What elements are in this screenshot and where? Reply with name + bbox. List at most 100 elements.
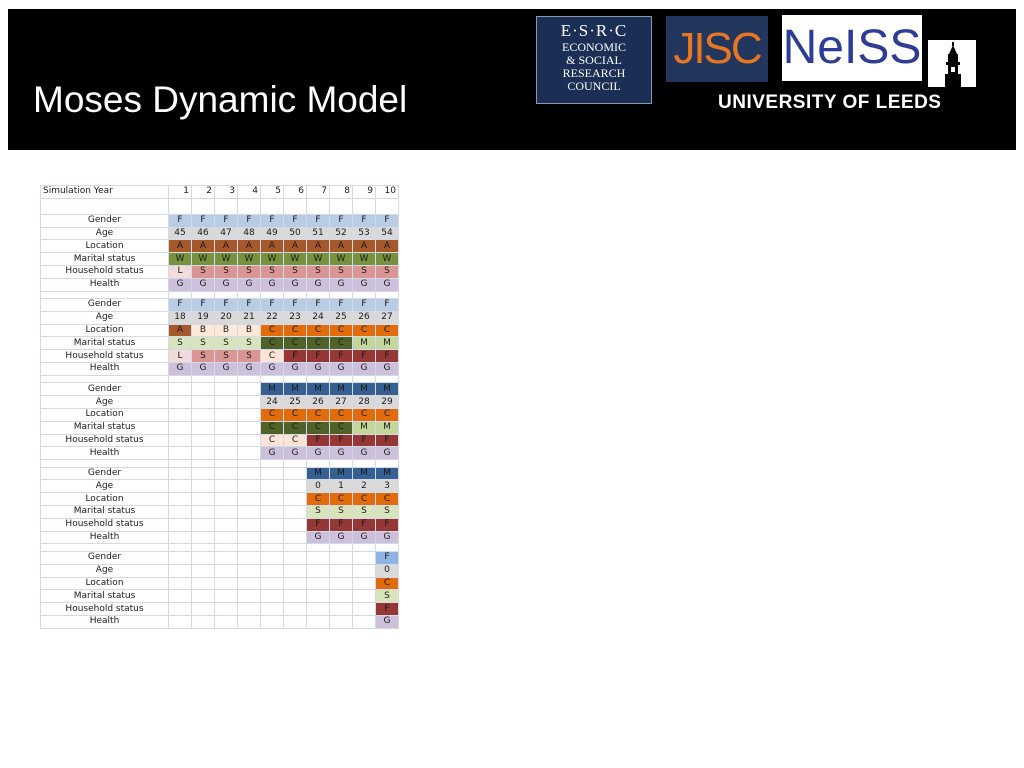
value-cell xyxy=(214,530,238,545)
value-cell: C xyxy=(260,407,284,422)
value-cell: A xyxy=(283,239,307,254)
value-cell xyxy=(168,446,192,461)
spacer-cell xyxy=(191,197,215,215)
value-cell: G xyxy=(329,530,353,545)
slide-title: Moses Dynamic Model xyxy=(33,79,408,120)
value-cell: G xyxy=(191,277,215,292)
value-cell: F xyxy=(375,550,399,565)
neiss-logo: NeISS xyxy=(782,15,922,81)
marital-status-label: Marital status xyxy=(40,336,169,351)
value-cell: C xyxy=(352,323,376,338)
year-header-cell: 9 xyxy=(352,185,376,199)
age-label: Age xyxy=(40,563,169,578)
value-cell: L xyxy=(168,349,192,364)
value-cell: F xyxy=(329,517,353,532)
age-label: Age xyxy=(40,395,169,409)
value-cell: S xyxy=(375,264,399,279)
value-cell: S xyxy=(260,264,284,279)
value-cell: A xyxy=(191,239,215,254)
esrc-logo: E·S·R·C ECONOMIC & SOCIAL RESEARCH COUNC… xyxy=(536,16,652,104)
spacer-cell xyxy=(375,197,399,215)
value-cell xyxy=(329,614,353,629)
jisc-logo: JISC xyxy=(666,16,768,82)
value-cell: C xyxy=(329,492,353,507)
household-status-row: Household status L S S S C F F F F F xyxy=(40,349,399,364)
value-cell: F xyxy=(283,349,307,364)
value-cell: S xyxy=(191,336,215,351)
value-cell: A xyxy=(352,239,376,254)
value-cell: G xyxy=(306,362,330,376)
value-cell: A xyxy=(168,323,192,338)
value-cell xyxy=(283,614,307,629)
value-cell: S xyxy=(375,505,399,519)
value-cell: C xyxy=(329,420,353,435)
value-cell: C xyxy=(306,407,330,422)
household-status-row: Household status F F F F xyxy=(40,517,399,532)
value-cell: G xyxy=(375,362,399,376)
spacer-cell xyxy=(329,459,353,468)
value-cell: F xyxy=(237,298,261,312)
value-cell: S xyxy=(375,589,399,604)
value-cell: C xyxy=(260,420,284,435)
age-row: Age 0 xyxy=(40,563,399,578)
spacer-cell xyxy=(375,459,399,468)
leeds-logo: UNIVERSITY OF LEEDS xyxy=(718,92,942,113)
household-status-row: Household status C C F F F F xyxy=(40,433,399,448)
value-cell: G xyxy=(214,362,238,376)
value-cell: S xyxy=(306,264,330,279)
location-row: Location A A A A A A A A A A xyxy=(40,239,399,254)
value-cell xyxy=(168,466,192,481)
value-cell xyxy=(352,550,376,565)
value-cell: 46 xyxy=(191,226,215,241)
value-cell xyxy=(214,505,238,519)
spacer-cell xyxy=(329,197,353,215)
value-cell: 53 xyxy=(352,226,376,241)
value-cell xyxy=(237,614,261,629)
value-cell: C xyxy=(375,323,399,338)
value-cell xyxy=(237,602,261,616)
spacer-row xyxy=(40,290,399,300)
value-cell: G xyxy=(329,362,353,376)
value-cell: 25 xyxy=(283,395,307,409)
value-cell: G xyxy=(283,362,307,376)
spacer-cell xyxy=(260,374,284,384)
value-cell: A xyxy=(306,239,330,254)
spacer-cell xyxy=(214,459,238,468)
health-row: Health G G G G xyxy=(40,530,399,545)
marital-status-label: Marital status xyxy=(40,252,169,266)
location-label: Location xyxy=(40,407,169,422)
marital-status-row: Marital status S S S S xyxy=(40,505,399,519)
value-cell: M xyxy=(352,382,376,397)
value-cell xyxy=(191,446,215,461)
value-cell: 21 xyxy=(237,310,261,325)
value-cell: 47 xyxy=(214,226,238,241)
value-cell: C xyxy=(260,349,284,364)
value-cell xyxy=(191,492,215,507)
value-cell xyxy=(214,382,238,397)
value-cell: G xyxy=(260,277,284,292)
value-cell: S xyxy=(191,264,215,279)
spacer-cell xyxy=(306,197,330,215)
spacer-cell xyxy=(283,543,307,552)
spacer-cell xyxy=(191,290,215,300)
value-cell: 24 xyxy=(260,395,284,409)
gender-row: Gender M M M M M M xyxy=(40,382,399,397)
value-cell: A xyxy=(168,239,192,254)
health-label: Health xyxy=(40,362,169,376)
value-cell: S xyxy=(214,264,238,279)
marital-status-row: Marital status C C C C M M xyxy=(40,420,399,435)
value-cell: C xyxy=(329,323,353,338)
value-cell: F xyxy=(214,213,238,228)
value-cell: M xyxy=(352,336,376,351)
value-cell xyxy=(214,576,238,591)
value-cell xyxy=(329,576,353,591)
value-cell xyxy=(191,479,215,494)
gender-label: Gender xyxy=(40,298,169,312)
value-cell: G xyxy=(237,362,261,376)
value-cell xyxy=(214,517,238,532)
spacer-cell xyxy=(191,543,215,552)
household-status-label: Household status xyxy=(40,264,169,279)
gender-label: Gender xyxy=(40,382,169,397)
esrc-logo-initials: E·S·R·C xyxy=(560,21,628,40)
value-cell: F xyxy=(237,213,261,228)
